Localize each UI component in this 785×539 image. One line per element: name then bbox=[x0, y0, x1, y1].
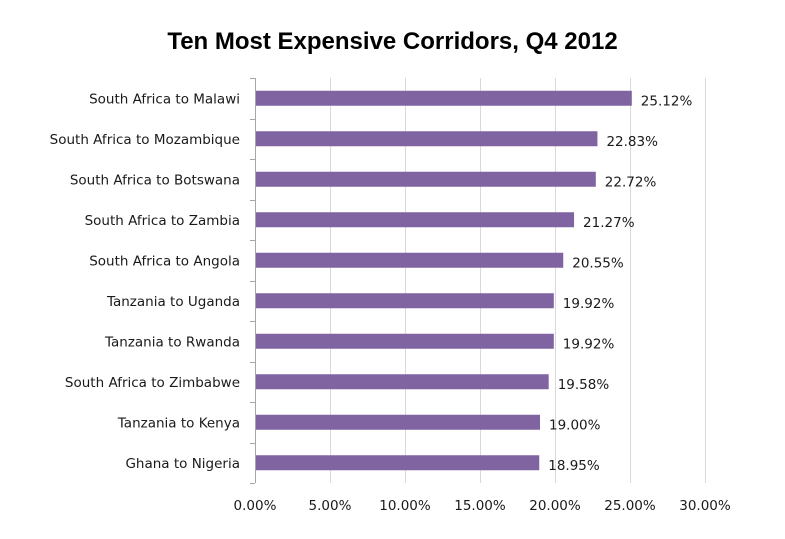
bar bbox=[256, 455, 540, 471]
x-tick-label: 25.00% bbox=[604, 498, 656, 514]
category-label: Tanzania to Rwanda bbox=[104, 334, 240, 350]
x-tick-label: 5.00% bbox=[309, 498, 352, 514]
data-label: 18.95% bbox=[548, 458, 600, 474]
category-label: South Africa to Zimbabwe bbox=[65, 375, 240, 391]
category-label: South Africa to Zambia bbox=[85, 213, 240, 229]
bar bbox=[256, 333, 554, 349]
data-label: 25.12% bbox=[641, 93, 693, 109]
category-label: South Africa to Botswana bbox=[70, 172, 240, 188]
category-label: South Africa to Angola bbox=[89, 253, 240, 269]
data-label: 22.83% bbox=[606, 134, 658, 150]
x-tick-label: 30.00% bbox=[679, 498, 731, 514]
bar bbox=[256, 131, 598, 147]
category-label: South Africa to Malawi bbox=[89, 91, 240, 107]
bar bbox=[256, 374, 549, 390]
data-label: 20.55% bbox=[572, 255, 624, 271]
data-label: 19.00% bbox=[549, 417, 601, 433]
x-tick-label: 10.00% bbox=[379, 498, 431, 514]
data-label: 22.72% bbox=[605, 174, 657, 190]
bar bbox=[256, 171, 596, 187]
chart-title: Ten Most Expensive Corridors, Q4 2012 bbox=[167, 28, 618, 55]
data-label: 19.92% bbox=[563, 296, 615, 312]
x-tick-label: 20.00% bbox=[529, 498, 581, 514]
category-label: Tanzania to Kenya bbox=[117, 415, 240, 431]
category-label: Tanzania to Uganda bbox=[106, 294, 240, 310]
bar bbox=[256, 293, 554, 309]
category-label: Ghana to Nigeria bbox=[125, 456, 240, 472]
x-tick-label: 15.00% bbox=[454, 498, 506, 514]
bar bbox=[256, 212, 575, 228]
bar bbox=[256, 414, 540, 430]
data-label: 19.92% bbox=[563, 336, 615, 352]
bar bbox=[256, 90, 632, 106]
bar bbox=[256, 252, 564, 268]
x-tick-label: 0.00% bbox=[234, 498, 277, 514]
data-label: 21.27% bbox=[583, 215, 635, 231]
data-label: 19.58% bbox=[558, 377, 610, 393]
category-label: South Africa to Mozambique bbox=[50, 132, 240, 148]
